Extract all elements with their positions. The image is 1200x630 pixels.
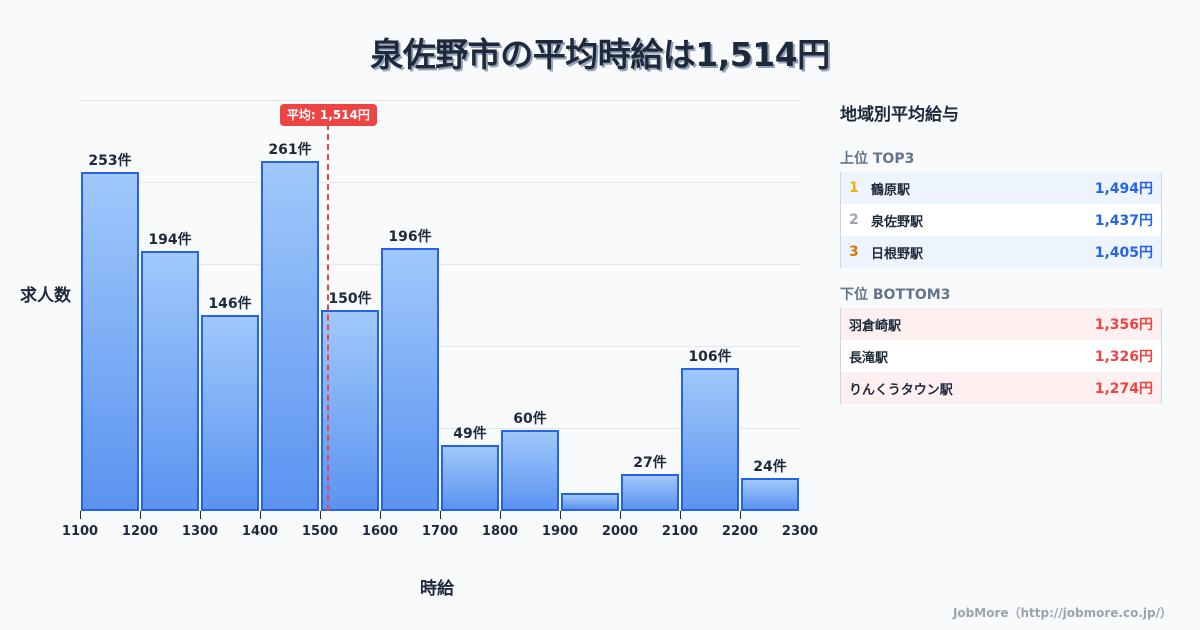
bar-value-label: 194件 xyxy=(148,231,192,248)
x-tick-label: 2200 xyxy=(721,524,759,539)
station-wage: 1,274円 xyxy=(1094,381,1153,397)
top3-title: 上位 TOP3 xyxy=(840,151,915,167)
bar-value-label: 261件 xyxy=(268,142,312,159)
x-tick-label: 1800 xyxy=(481,524,519,539)
histogram-bar xyxy=(81,172,139,511)
x-tick xyxy=(620,511,621,519)
gridline xyxy=(80,264,800,265)
histogram-bar xyxy=(621,473,679,511)
rank-number: 2 xyxy=(849,212,859,228)
bottom3-row: 長滝駅 1,326円 xyxy=(841,340,1161,372)
x-tick-label: 2100 xyxy=(661,524,699,539)
station-name: 羽倉崎駅 xyxy=(849,318,902,334)
x-tick-label: 2000 xyxy=(601,524,639,539)
station-wage: 1,356円 xyxy=(1094,317,1153,333)
bar-value-label: 146件 xyxy=(208,296,252,313)
bar-value-label: 49件 xyxy=(453,425,487,442)
x-tick-label: 1200 xyxy=(121,524,159,539)
gridline xyxy=(80,100,800,101)
x-tick xyxy=(200,511,201,519)
x-tick xyxy=(740,511,741,519)
bar-value-label: 27件 xyxy=(633,454,667,471)
x-tick xyxy=(680,511,681,519)
bottom3-table: 羽倉崎駅 1,356円 長滝駅 1,326円 りんくうタウン駅 1,274円 xyxy=(840,308,1162,404)
source-credit: JobMore（http://jobmore.co.jp/） xyxy=(952,606,1172,620)
bar-value-label: 106件 xyxy=(688,349,732,366)
regional-salary-panel: 地域別平均給与 上位 TOP3 1 鶴原駅 1,494円 2 泉佐野駅 1,43… xyxy=(840,100,1162,404)
histogram-bar xyxy=(381,248,439,511)
x-tick-label: 1600 xyxy=(361,524,399,539)
panel-title: 地域別平均給与 xyxy=(840,105,959,125)
histogram-bar xyxy=(201,315,259,511)
x-tick xyxy=(80,511,81,519)
x-tick-label: 1300 xyxy=(181,524,219,539)
average-badge: 平均: 1,514円 xyxy=(279,104,377,126)
bar-value-label: 253件 xyxy=(88,153,132,170)
histogram-bar xyxy=(321,309,379,511)
gridline xyxy=(80,182,800,183)
station-name: 泉佐野駅 xyxy=(871,214,924,230)
x-tick-label: 1500 xyxy=(301,524,339,539)
gridline xyxy=(80,428,800,429)
x-tick-label: 1100 xyxy=(61,524,99,539)
station-name: 長滝駅 xyxy=(849,350,889,366)
station-wage: 1,326円 xyxy=(1094,349,1153,365)
histogram-bar xyxy=(681,368,739,511)
x-tick-label: 2300 xyxy=(781,524,819,539)
station-wage: 1,437円 xyxy=(1094,213,1153,229)
histogram-bar xyxy=(441,444,499,511)
station-name: 日根野駅 xyxy=(871,246,924,262)
top3-row: 1 鶴原駅 1,494円 xyxy=(841,172,1161,204)
bar-value-label: 196件 xyxy=(388,229,432,246)
station-wage: 1,405円 xyxy=(1094,245,1153,261)
bar-value-label: 24件 xyxy=(753,458,787,475)
x-tick xyxy=(440,511,441,519)
bar-value-label: 60件 xyxy=(513,410,547,427)
top3-row: 3 日根野駅 1,405円 xyxy=(841,236,1161,268)
x-tick-label: 1900 xyxy=(541,524,579,539)
histogram-bar xyxy=(501,429,559,511)
bar-value-label: 150件 xyxy=(328,290,372,307)
x-tick-label: 1700 xyxy=(421,524,459,539)
station-name: 鶴原駅 xyxy=(871,182,911,198)
x-tick xyxy=(380,511,381,519)
top3-table: 1 鶴原駅 1,494円 2 泉佐野駅 1,437円 3 日根野駅 1,405円 xyxy=(840,172,1162,268)
bottom3-row: りんくうタウン駅 1,274円 xyxy=(841,372,1161,404)
x-axis-label: 時給 xyxy=(420,579,454,599)
histogram-bar xyxy=(141,250,199,511)
x-tick xyxy=(260,511,261,519)
x-tick xyxy=(320,511,321,519)
histogram-bar xyxy=(561,492,619,511)
y-axis-label: 求人数 xyxy=(20,286,71,306)
histogram-bar xyxy=(261,161,319,511)
bottom3-title: 下位 BOTTOM3 xyxy=(840,287,951,303)
top3-row: 2 泉佐野駅 1,437円 xyxy=(841,204,1161,236)
average-line xyxy=(327,124,330,511)
x-tick xyxy=(140,511,141,519)
gridline xyxy=(80,510,800,511)
bottom3-row: 羽倉崎駅 1,356円 xyxy=(841,308,1161,340)
x-tick xyxy=(560,511,561,519)
x-tick-label: 1400 xyxy=(241,524,279,539)
histogram-bar xyxy=(741,477,799,511)
rank-number: 3 xyxy=(849,244,859,260)
station-wage: 1,494円 xyxy=(1094,181,1153,197)
gridline xyxy=(80,346,800,347)
station-name: りんくうタウン駅 xyxy=(849,382,953,398)
x-tick xyxy=(500,511,501,519)
page-title: 泉佐野市の平均時給は1,514円 xyxy=(370,35,830,74)
rank-number: 1 xyxy=(849,180,859,196)
histogram-chart: 求人数 時給 253件 194件 146件 261件 150件 196件 49件 60件 27件… xyxy=(20,100,818,599)
